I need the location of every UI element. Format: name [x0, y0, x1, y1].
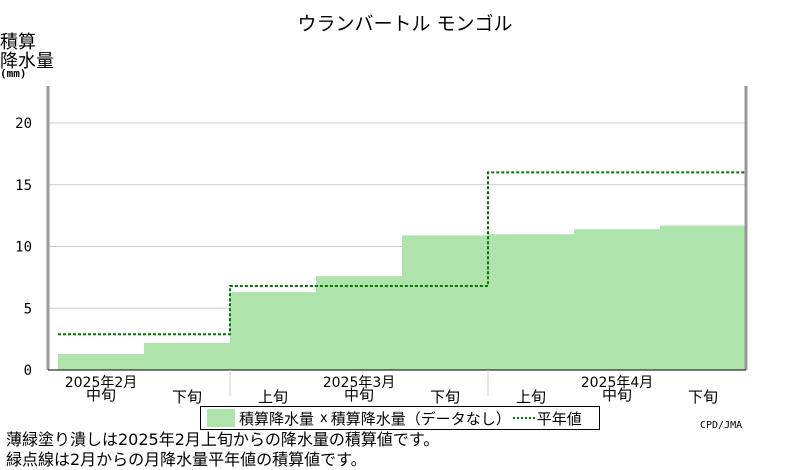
- bar: [402, 235, 489, 370]
- y-tick-label: 0: [24, 363, 32, 379]
- y-axis-label-line-2: 降水量: [0, 51, 54, 72]
- normal-step-line: [58, 171, 746, 336]
- bar: [58, 353, 145, 370]
- x-month-label: 2025年3月: [323, 375, 396, 391]
- legend-bar-label: 積算降水量: [239, 409, 315, 428]
- legend: 積算降水量 x 積算降水量（データなし） 平年値: [200, 406, 600, 430]
- y-axis-label-unit: (mm): [0, 67, 27, 80]
- y-tick-label: 10: [15, 240, 32, 256]
- plot-area: 0 5 10 15 20 中旬 下旬 上旬 中旬 下旬 上旬 中旬 下旬 2025年2月 2025年3月 20…: [15, 86, 748, 405]
- bar: [144, 342, 231, 370]
- x-tick-label: 下旬: [688, 388, 718, 405]
- x-tick-label: 下旬: [430, 388, 460, 405]
- x-month-label: 2025年4月: [581, 375, 654, 391]
- bar: [574, 229, 661, 370]
- x-tick-label: 下旬: [172, 388, 202, 405]
- legend-normal-label: 平年値: [536, 409, 582, 428]
- legend-normal-line-icon: [512, 417, 535, 419]
- bar: [230, 292, 317, 370]
- chart-title: ウランバートル モンゴル: [297, 13, 512, 35]
- x-month-label: 2025年2月: [65, 375, 138, 391]
- x-tick-label: 上旬: [516, 388, 546, 405]
- y-tick-label: 5: [24, 301, 32, 317]
- legend-bar-swatch: [207, 409, 235, 427]
- x-tick-label: 中旬: [86, 386, 116, 404]
- x-tick-label: 中旬: [602, 386, 632, 404]
- bar: [660, 225, 747, 370]
- y-tick-label: 20: [15, 116, 32, 132]
- x-tick-label: 中旬: [344, 386, 374, 404]
- bar: [488, 234, 575, 370]
- legend-nodata-label: 積算降水量（データなし）: [330, 409, 511, 428]
- note-line-2: 緑点線は2月からの月降水量平年値の積算値です。: [6, 450, 367, 469]
- precipitation-chart: ウランバートル モンゴル 積算 降水量 (mm) 0 5 10 15 20 中旬 下旬 上旬 中…: [0, 13, 748, 405]
- credit: CPD/JMA: [700, 420, 743, 431]
- x-tick-label: 上旬: [258, 388, 288, 405]
- y-axis-label-line-1: 積算: [0, 32, 36, 53]
- bar: [316, 276, 403, 370]
- note-line-1: 薄緑塗り潰しは2025年2月上旬からの降水量の積算値です。: [6, 430, 440, 449]
- y-tick-label: 15: [15, 178, 32, 194]
- legend-nodata-marker-icon: x: [320, 410, 328, 426]
